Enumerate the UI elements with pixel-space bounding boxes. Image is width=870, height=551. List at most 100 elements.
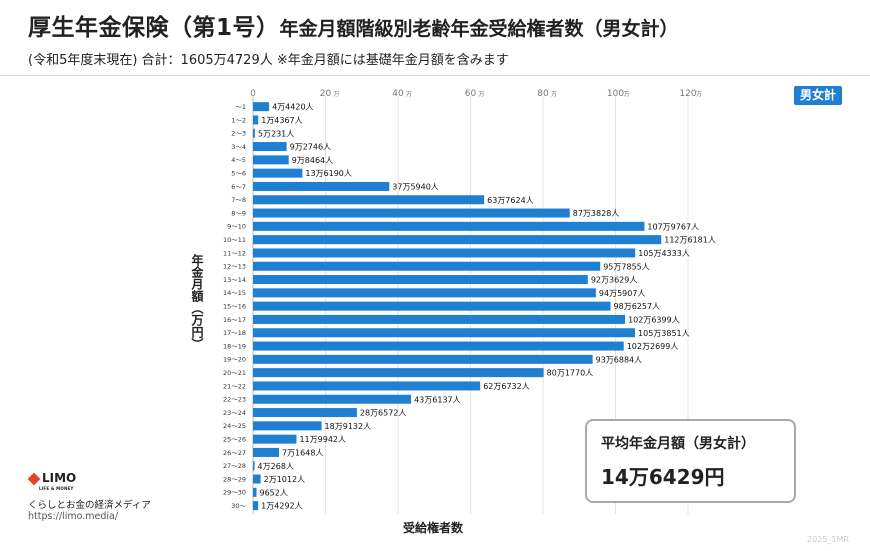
bar [253, 181, 390, 191]
bar [253, 248, 636, 258]
y-tick-label: 8～9 [231, 209, 246, 217]
bar [253, 195, 485, 205]
header-divider [0, 75, 870, 76]
chart-subtitle: (令和5年度末現在) 合計：1605万4729人 ※年金月額には基礎年金月額を含… [28, 53, 509, 68]
bar [253, 128, 255, 138]
data-label: 112万6181人 [664, 236, 716, 245]
x-tick-label: 20 [320, 89, 332, 99]
chart-code: 2025_1MR [807, 535, 849, 544]
bar [253, 447, 279, 457]
y-tick-label: 6～7 [231, 183, 246, 191]
data-label: 80万1770人 [547, 369, 594, 378]
data-label: 9万8464人 [292, 156, 333, 165]
y-tick-label: 3～4 [231, 143, 246, 151]
bar [253, 208, 570, 218]
y-tick-label: 24～25 [223, 422, 246, 430]
x-axis-label: 受給権者数 [403, 521, 464, 535]
data-label: 1万4292人 [261, 502, 302, 511]
data-label: 1万4367人 [261, 116, 302, 125]
data-label: 18万9132人 [325, 422, 372, 431]
bar [253, 155, 289, 165]
y-tick-label: 4～5 [231, 156, 246, 164]
y-tick-label: 30～ [231, 502, 246, 510]
bar [253, 341, 624, 351]
data-label: 11万9942人 [299, 435, 346, 444]
limo-logo-icon [27, 472, 41, 486]
bar [253, 368, 544, 378]
x-tick-unit: 万 [624, 91, 630, 98]
y-tick-label: 21～22 [223, 382, 246, 390]
chart-title-sub: 年金月額階級別老齢年金受給権者数（男女計） [279, 18, 679, 40]
bar [253, 102, 270, 112]
bar [253, 354, 593, 364]
bar [253, 221, 645, 231]
bar [253, 474, 261, 484]
y-tick-label: 15～16 [223, 302, 246, 310]
limo-logo-text: LIMO [42, 471, 77, 485]
x-tick-label: 120 [679, 89, 696, 99]
bar [253, 142, 287, 152]
bar [253, 275, 588, 285]
data-label: 2万1012人 [264, 475, 305, 484]
y-tick-label: 7～8 [231, 196, 246, 204]
data-label: 94万5907人 [599, 289, 646, 298]
x-tick-unit: 万 [696, 91, 702, 98]
data-label: 9万2746人 [290, 143, 331, 152]
chart-title-main: 厚生年金保険（第1号） [28, 15, 280, 41]
data-label: 107万9767人 [647, 222, 699, 231]
average-pension-value: 14万6429円 [601, 465, 725, 489]
y-tick-label: 20～21 [223, 369, 246, 377]
y-tick-label: 2～3 [231, 130, 246, 138]
data-label: 4万4420人 [272, 103, 313, 112]
y-tick-label: 14～15 [223, 289, 246, 297]
x-tick-unit: 万 [334, 91, 340, 98]
bar [253, 394, 412, 404]
y-tick-label: 25～26 [223, 435, 246, 443]
y-axis-label: 年金月額（万円） [190, 254, 204, 350]
x-tick-label: 40 [392, 89, 404, 99]
media-name: くらしとお金の経済メディア [28, 500, 151, 511]
media-url: https://limo.media/ [28, 511, 119, 522]
data-label: 92万3629人 [591, 276, 638, 285]
bar [253, 487, 257, 497]
x-tick-unit: 万 [479, 91, 485, 98]
bar [253, 421, 322, 431]
data-label: 63万7624人 [487, 196, 534, 205]
y-tick-label: 5～6 [231, 169, 246, 177]
data-label: 102万2699人 [627, 342, 679, 351]
bar [253, 261, 601, 271]
x-tick-unit: 万 [406, 91, 412, 98]
average-pension-box: 平均年金月額（男女計） 14万6429円 [585, 419, 796, 503]
bar [253, 328, 636, 338]
bar [253, 501, 259, 511]
bar [253, 288, 596, 298]
y-tick-label: 28～29 [223, 475, 246, 483]
data-label: 9652人 [259, 488, 287, 497]
y-tick-label: 10～11 [223, 236, 246, 244]
chart-title: 厚生年金保険（第1号）年金月額階級別老齢年金受給権者数（男女計） [28, 8, 679, 42]
y-tick-label: 11～12 [223, 249, 246, 257]
y-tick-label: 26～27 [223, 449, 246, 457]
limo-logo: LIMO [27, 471, 98, 487]
data-label: 13万6190人 [305, 169, 352, 178]
y-tick-label: 12～13 [223, 263, 246, 271]
y-tick-label: 16～17 [223, 316, 246, 324]
bar [253, 381, 481, 391]
y-tick-label: 17～18 [223, 329, 246, 337]
x-tick-unit: 万 [551, 91, 557, 98]
data-label: 37万5940人 [392, 182, 439, 191]
x-tick-label: 100 [607, 89, 624, 99]
gender-badge: 男女計 [794, 86, 843, 105]
data-label: 93万6884人 [596, 355, 643, 364]
y-tick-label: 18～19 [223, 342, 246, 350]
x-tick-label: 0 [250, 89, 256, 99]
data-label: 62万6732人 [483, 382, 530, 391]
y-tick-label: 19～20 [223, 356, 246, 364]
bar [253, 235, 662, 245]
data-label: 98万6257人 [614, 302, 661, 311]
logo-tagline: LIFE & MONEY [39, 486, 74, 491]
x-tick-label: 60 [465, 89, 477, 99]
data-label: 7万1648人 [282, 448, 323, 457]
average-pension-label: 平均年金月額（男女計） [601, 436, 755, 452]
